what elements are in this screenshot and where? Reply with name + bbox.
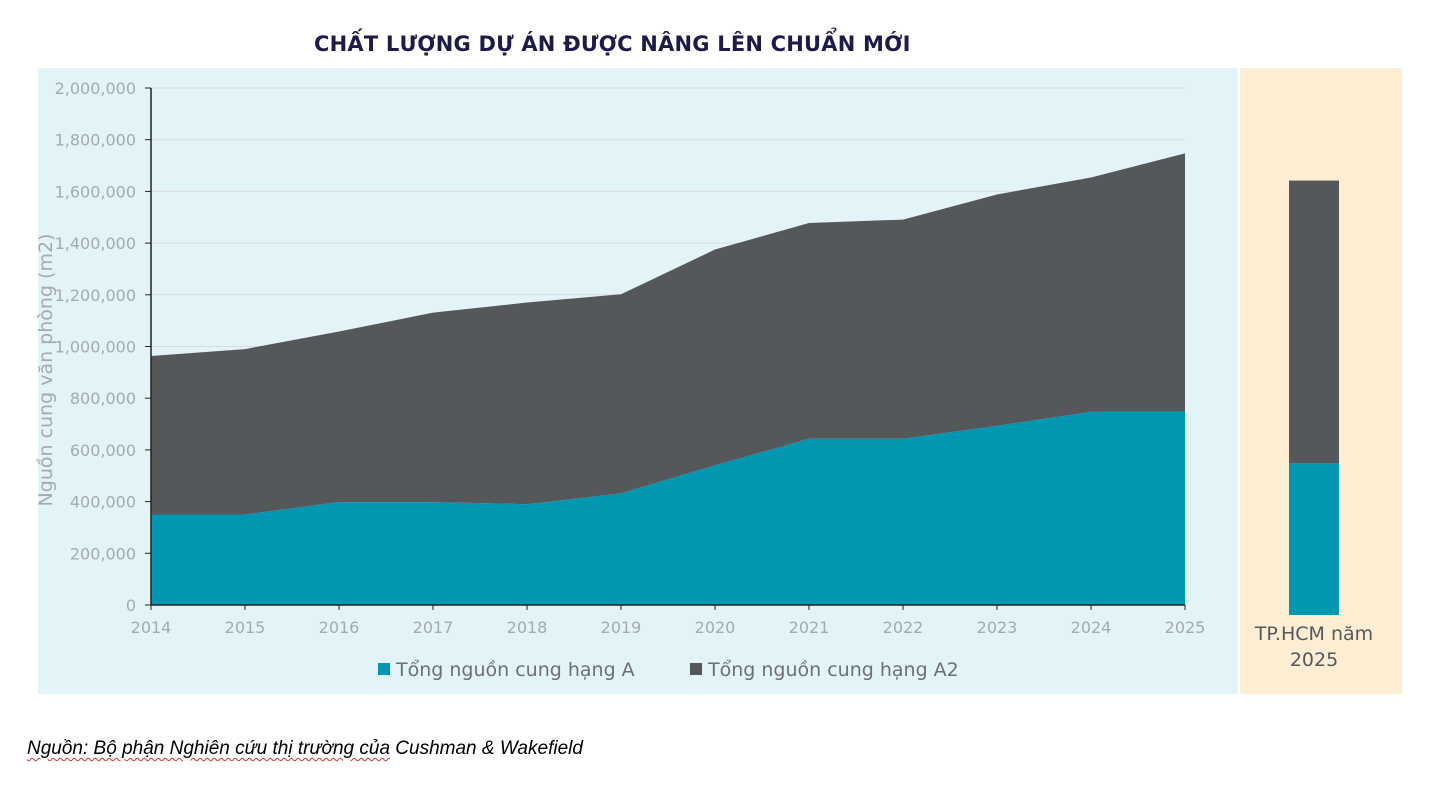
legend-swatch <box>378 663 390 675</box>
side-stacked-bar: TP.HCM năm 2025 <box>1254 180 1373 671</box>
y-tick-label: 400,000 <box>70 493 136 512</box>
x-tick-label: 2017 <box>413 618 454 637</box>
x-tick-label: 2023 <box>977 618 1018 637</box>
y-tick-label: 600,000 <box>70 441 136 460</box>
y-axis-title: Nguồn cung văn phòng (m2) <box>35 234 57 507</box>
y-tick-label: 1,200,000 <box>55 286 136 305</box>
y-tick-label: 800,000 <box>70 389 136 408</box>
y-tick-label: 200,000 <box>70 544 136 563</box>
x-tick-label: 2014 <box>131 618 172 637</box>
x-tick-label: 2020 <box>695 618 736 637</box>
x-tick-label: 2022 <box>883 618 924 637</box>
x-tick-label: 2024 <box>1071 618 1112 637</box>
side-bar-segment-grade-a2 <box>1289 180 1339 464</box>
stacked-areas <box>151 153 1185 605</box>
y-tick-label: 2,000,000 <box>55 79 136 98</box>
y-tick-label: 1,600,000 <box>55 182 136 201</box>
side-bar-segment-grade-a <box>1289 463 1339 615</box>
source-suffix: Cushman & Wakefield <box>390 738 583 759</box>
side-category-label: 2025 <box>1290 649 1338 671</box>
x-tick-label: 2021 <box>789 618 830 637</box>
legend-label: Tổng nguồn cung hạng A2 <box>707 659 959 681</box>
y-tick-label: 0 <box>126 596 136 615</box>
y-tick-label: 1,400,000 <box>55 234 136 253</box>
y-tick-label: 1,800,000 <box>55 131 136 150</box>
x-tick-label: 2015 <box>225 618 266 637</box>
side-category-label: TP.HCM năm <box>1254 623 1373 645</box>
area-series-grade-a <box>151 411 1185 605</box>
area-series-grade-a2 <box>151 153 1185 515</box>
source-prefix: Nguồn: Bộ phận Nghiên cứu thị trường của <box>27 738 391 759</box>
legend-label: Tổng nguồn cung hạng A <box>395 659 635 681</box>
legend: Tổng nguồn cung hạng A Tổng nguồn cung hạ… <box>378 659 959 681</box>
legend-swatch <box>690 663 702 675</box>
x-tick-label: 2018 <box>507 618 548 637</box>
chart-title: CHẤT LƯỢNG DỰ ÁN ĐƯỢC NÂNG LÊN CHUẨN MỚI <box>314 32 911 56</box>
axes: 0 200,000 400,000 600,000 800,000 1,000,000 1,… <box>35 79 1205 637</box>
source-note: Nguồn: Bộ phận Nghiên cứu thị trường của… <box>27 738 583 760</box>
y-tick-label: 1,000,000 <box>55 338 136 357</box>
x-tick-label: 2019 <box>601 618 642 637</box>
x-tick-label: 2025 <box>1165 618 1206 637</box>
x-tick-label: 2016 <box>319 618 360 637</box>
